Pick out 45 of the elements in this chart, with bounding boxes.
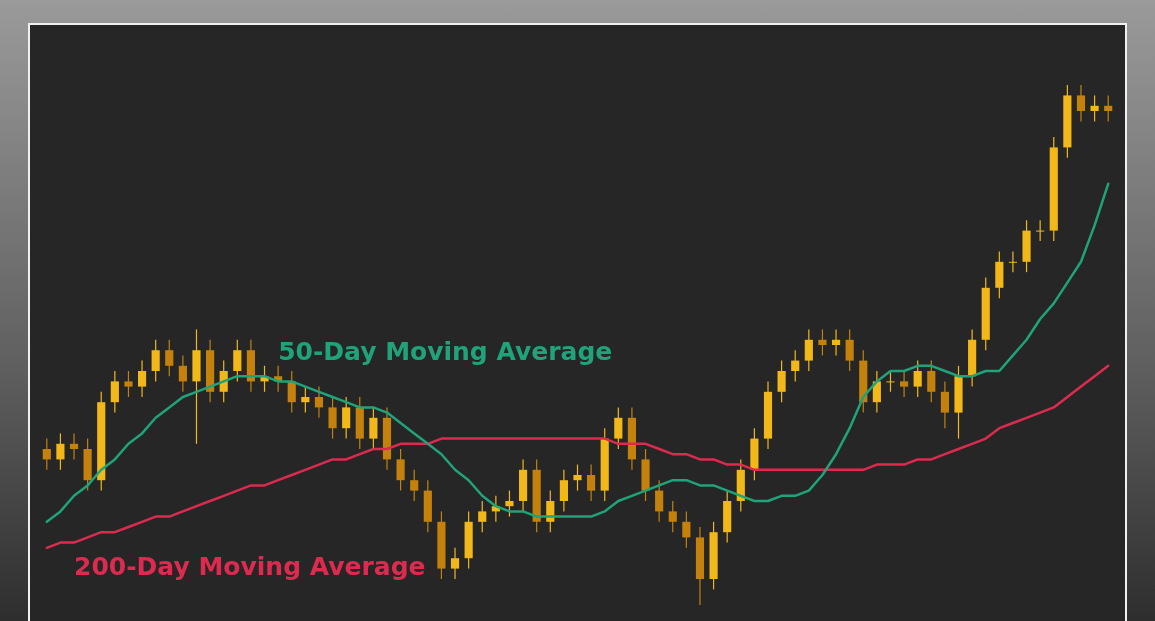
candlestick — [655, 479, 664, 523]
candlestick — [927, 360, 936, 403]
candlestick — [137, 360, 147, 398]
candlestick — [178, 354, 187, 393]
candlestick — [900, 370, 909, 398]
candlestick — [791, 349, 800, 382]
candlestick — [314, 386, 324, 419]
candlestick — [110, 370, 119, 414]
candlestick — [328, 396, 337, 440]
candlestick — [1104, 94, 1113, 122]
candlestick — [804, 328, 813, 372]
candlestick — [56, 432, 65, 471]
candlestick — [1008, 250, 1018, 273]
candlestick — [831, 328, 841, 356]
candlestick — [940, 380, 949, 429]
candlestick — [165, 339, 174, 377]
candlestick — [1090, 94, 1099, 122]
candlestick — [668, 500, 677, 533]
candlestick — [505, 490, 514, 518]
candlestick — [301, 386, 310, 414]
candlestick — [845, 328, 854, 372]
candlestick — [42, 438, 51, 471]
candlestick — [559, 469, 568, 512]
candlestick — [478, 500, 487, 533]
candlestick — [396, 448, 405, 492]
candlestick — [369, 406, 378, 450]
candlestick — [450, 547, 460, 580]
candlestick — [124, 370, 133, 398]
candlestick — [587, 464, 596, 502]
candlestick — [233, 339, 242, 382]
candlestick — [410, 469, 419, 502]
candlestick — [614, 406, 623, 450]
series-label: 50-Day Moving Average — [278, 336, 613, 366]
candlestick — [573, 464, 582, 492]
candlestick — [151, 339, 160, 382]
candlestick — [913, 360, 922, 398]
candlestick — [682, 510, 691, 549]
candlestick — [818, 328, 827, 356]
candlestick — [342, 396, 351, 440]
candlestick — [1036, 219, 1045, 242]
series-label: 200-Day Moving Average — [74, 552, 426, 582]
candlestick — [1076, 84, 1086, 122]
candlestick — [886, 370, 895, 393]
candlestick — [69, 432, 79, 460]
candlestick — [777, 360, 786, 403]
